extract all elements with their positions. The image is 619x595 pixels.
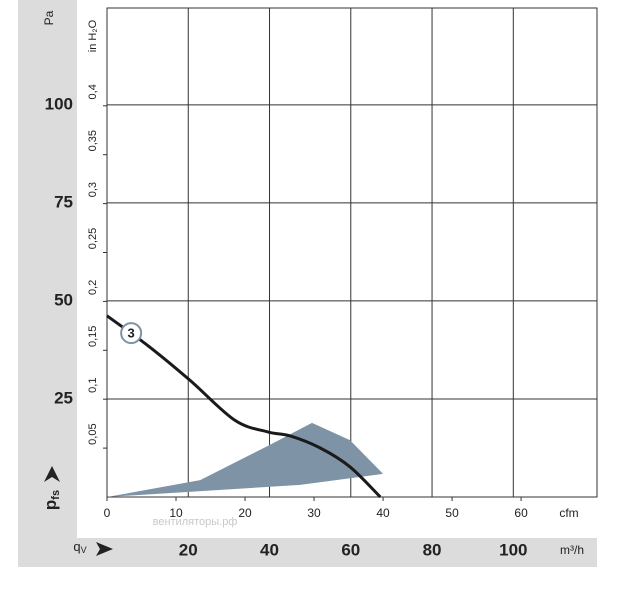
y2-tick-label: 0,15 (87, 326, 99, 347)
y-label-main: p (41, 500, 60, 510)
y-unit: Pa (42, 10, 56, 25)
fan-curve (106, 314, 382, 499)
x2-unit: m³/h (560, 543, 584, 557)
y-tick-label: 50 (54, 290, 73, 309)
y2-unit: in H₂O (87, 19, 99, 52)
x2-tick-label: 80 (423, 540, 442, 559)
y2-tick-label: 0,25 (87, 228, 99, 249)
x-tick-label: 20 (238, 506, 252, 520)
y-tick-label: 100 (45, 94, 73, 113)
x-tick-label: 50 (445, 506, 459, 520)
x-unit: cfm (559, 506, 578, 520)
y-tick-label: 75 (54, 192, 73, 211)
y2-tick-label: 0,3 (87, 182, 99, 197)
y-label-sub: fs (50, 490, 62, 500)
y-tick-label: 25 (54, 388, 73, 407)
x-label: qV (73, 539, 86, 555)
curve-label-badge (120, 322, 143, 345)
x-label-main: q (73, 539, 80, 554)
y2-tick-label: 0,35 (87, 130, 99, 151)
bottom-band (18, 538, 597, 567)
x2-tick-label: 20 (179, 540, 198, 559)
y-label: pfs (41, 490, 61, 510)
x-tick-label: 10 (169, 506, 183, 520)
y-arrow (44, 466, 60, 482)
y2-tick-label: 0,2 (87, 280, 99, 295)
x-tick-label: 60 (514, 506, 528, 520)
x2-tick-label: 40 (260, 540, 279, 559)
x-tick-label: 40 (376, 506, 390, 520)
y2-tick-label: 0,4 (87, 84, 99, 99)
y2-tick-label: 0,1 (87, 378, 99, 393)
x-label-sub: V (81, 545, 87, 555)
x2-tick-label: 60 (341, 540, 360, 559)
watermark: вентиляторы.рф (153, 516, 238, 528)
x2-tick-label: 100 (499, 540, 527, 559)
operating-region (107, 422, 384, 497)
x-tick-label: 30 (307, 506, 321, 520)
curve-label: 3 (128, 326, 135, 341)
plot-frame (106, 7, 598, 498)
x-tick-label: 0 (104, 506, 111, 520)
x-arrow (96, 542, 113, 556)
left-band (18, 0, 77, 538)
y2-tick-label: 0,05 (87, 423, 99, 444)
